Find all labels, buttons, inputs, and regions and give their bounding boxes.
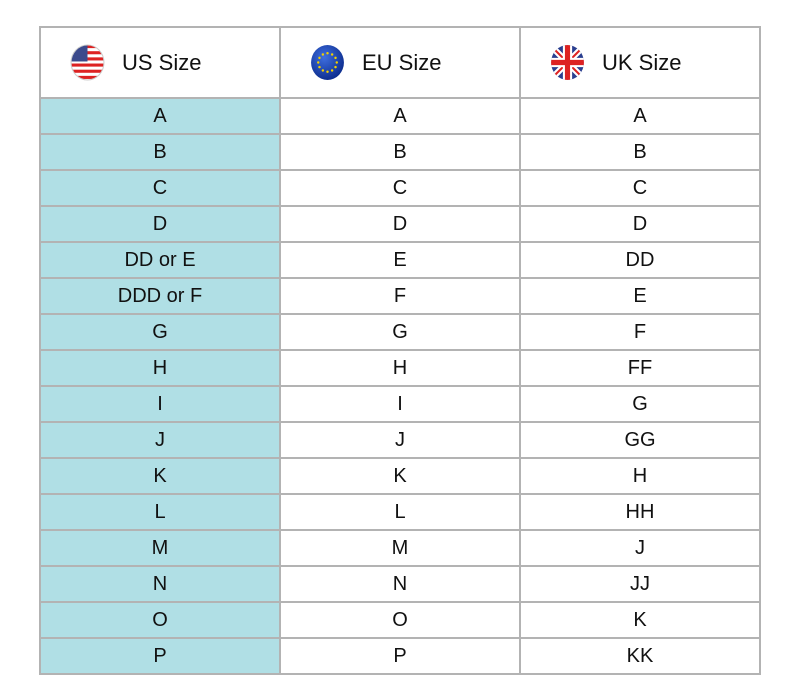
cell-us-size: P [39, 637, 281, 675]
cell-eu-size: B [279, 133, 521, 171]
cell-us-size: A [39, 97, 281, 135]
cell-uk-size: J [519, 529, 761, 567]
table-row: P P KK [39, 637, 761, 675]
cell-eu-size: M [279, 529, 521, 567]
cell-uk-size: D [519, 205, 761, 243]
cell-us-size: DD or E [39, 241, 281, 279]
cell-us-size: O [39, 601, 281, 639]
cell-uk-size: KK [519, 637, 761, 675]
cell-uk-size: B [519, 133, 761, 171]
cell-uk-size: G [519, 385, 761, 423]
cell-us-size: I [39, 385, 281, 423]
size-conversion-table: US Size EU Size [39, 26, 761, 675]
cell-eu-size: P [279, 637, 521, 675]
cell-eu-size: A [279, 97, 521, 135]
header-us: US Size [39, 26, 281, 99]
cell-us-size: C [39, 169, 281, 207]
cell-eu-size: L [279, 493, 521, 531]
cell-uk-size: H [519, 457, 761, 495]
cell-eu-size: H [279, 349, 521, 387]
cell-eu-size: C [279, 169, 521, 207]
cell-uk-size: HH [519, 493, 761, 531]
cell-uk-size: GG [519, 421, 761, 459]
cell-uk-size: C [519, 169, 761, 207]
header-uk: UK Size [519, 26, 761, 99]
header-row: US Size EU Size [39, 26, 761, 99]
cell-eu-size: N [279, 565, 521, 603]
header-label: US Size [122, 49, 202, 75]
table-row: L L HH [39, 493, 761, 531]
cell-uk-size: A [519, 97, 761, 135]
cell-us-size: H [39, 349, 281, 387]
cell-eu-size: F [279, 277, 521, 315]
uk-flag-icon [551, 45, 584, 80]
table-row: J J GG [39, 421, 761, 459]
cell-eu-size: D [279, 205, 521, 243]
cell-uk-size: FF [519, 349, 761, 387]
cell-eu-size: J [279, 421, 521, 459]
cell-uk-size: E [519, 277, 761, 315]
cell-uk-size: JJ [519, 565, 761, 603]
header-label: UK Size [602, 49, 682, 75]
us-flag-icon [70, 44, 105, 81]
cell-us-size: K [39, 457, 281, 495]
table-row: DD or E E DD [39, 241, 761, 279]
cell-us-size: G [39, 313, 281, 351]
table-row: N N JJ [39, 565, 761, 603]
cell-us-size: N [39, 565, 281, 603]
cell-uk-size: DD [519, 241, 761, 279]
cell-eu-size: K [279, 457, 521, 495]
cell-us-size: DDD or F [39, 277, 281, 315]
cell-eu-size: O [279, 601, 521, 639]
cell-uk-size: K [519, 601, 761, 639]
cell-uk-size: F [519, 313, 761, 351]
cell-us-size: D [39, 205, 281, 243]
header-eu: EU Size [279, 26, 521, 99]
eu-flag-icon [311, 45, 344, 80]
cell-us-size: J [39, 421, 281, 459]
cell-eu-size: I [279, 385, 521, 423]
cell-us-size: B [39, 133, 281, 171]
cell-us-size: M [39, 529, 281, 567]
cell-eu-size: G [279, 313, 521, 351]
cell-us-size: L [39, 493, 281, 531]
table-row: H H FF [39, 349, 761, 387]
header-label: EU Size [362, 49, 442, 75]
cell-eu-size: E [279, 241, 521, 279]
